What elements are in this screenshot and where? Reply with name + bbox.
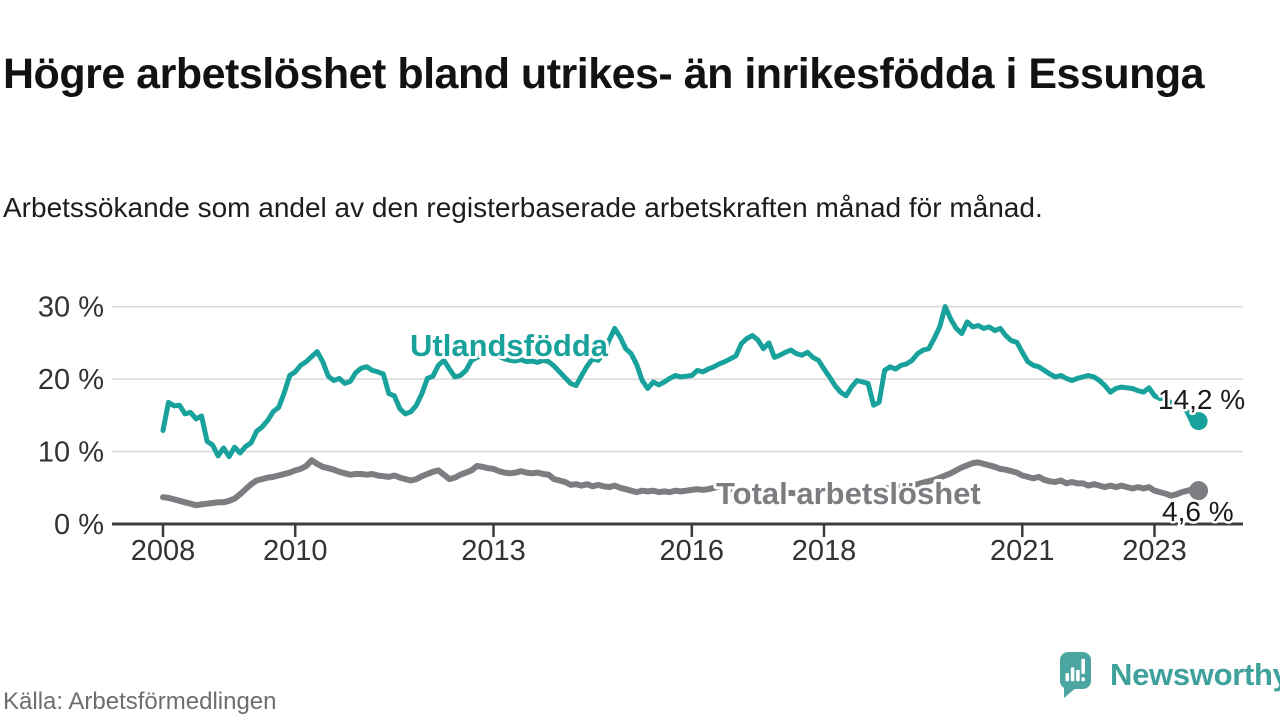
end-dot-total (1189, 481, 1209, 501)
x-axis-tick-label: 2013 (461, 535, 526, 567)
newsworthy-brand-text: Newsworthy (1110, 657, 1280, 692)
x-axis-tick-label: 2016 (660, 535, 725, 567)
chart-subtitle: Arbetssökande som andel av den registerb… (3, 192, 1043, 223)
line-utlandsfodda (160, 304, 1202, 460)
series-label-utlandsfodda: Utlandsfödda (410, 328, 609, 363)
axis-tick-labels: 0 % 10 % 20 % 30 % 2008 2010 2013 2016 2018 2021 2… (38, 292, 1187, 567)
x-axis-tick-label: 2021 (990, 535, 1055, 567)
source-note: Källa: Arbetsförmedlingen (3, 688, 277, 715)
y-axis-tick-label: 10 % (38, 437, 104, 469)
data-lines (160, 304, 1209, 509)
y-axis-tick-label: 0 % (54, 509, 104, 541)
x-axis-tick-label: 2023 (1122, 535, 1187, 567)
line-total-arbetsloshet (160, 457, 1202, 509)
page-title: Högre arbetslöshet bland utrikes- än inr… (3, 49, 1205, 98)
newsworthy-logo-icon (1060, 652, 1091, 698)
end-dot-utlandsfodda (1189, 412, 1208, 431)
x-axis-tick-label: 2008 (131, 535, 196, 567)
x-axis-tick-label: 2018 (792, 535, 857, 567)
end-value-label-total: 4,6 % (1162, 496, 1234, 527)
y-axis-tick-label: 20 % (38, 364, 104, 396)
x-axis (112, 522, 1243, 537)
x-axis-tick-label: 2010 (263, 535, 328, 567)
end-value-label-utlandsfodda: 14,2 % (1158, 384, 1245, 415)
y-axis-tick-label: 30 % (38, 292, 104, 324)
series-label-total-arbetsloshet: Total arbetslöshet (716, 476, 981, 511)
